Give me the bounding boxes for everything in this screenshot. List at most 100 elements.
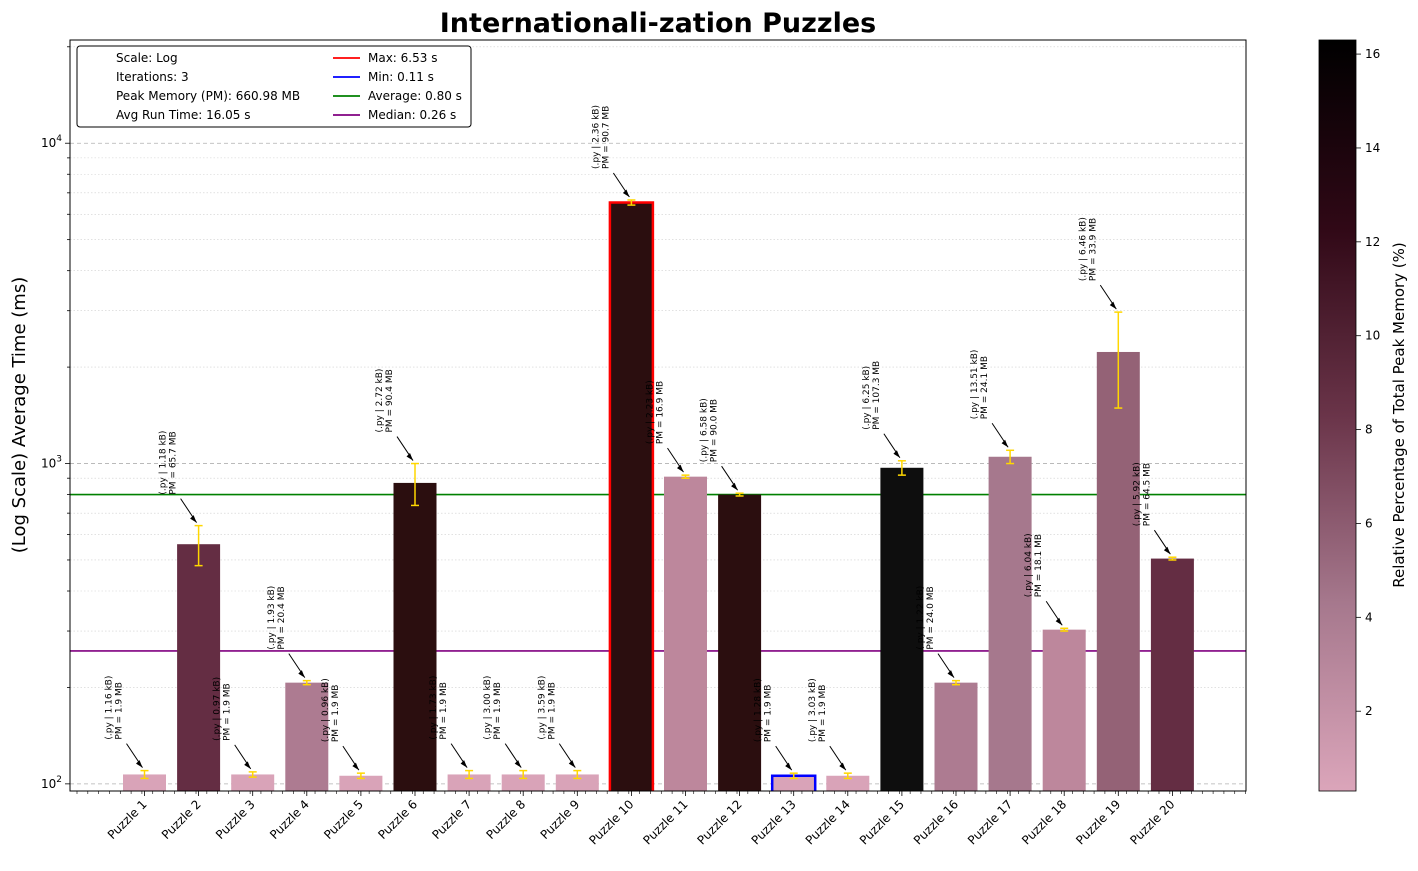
annotation-line-1: (.py | 6.58 kB) xyxy=(700,398,710,462)
bar xyxy=(664,476,707,791)
y-axis-label: (Log Scale) Average Time (ms) xyxy=(9,277,30,553)
annotation-line-2: PM = 90.0 MB xyxy=(710,399,720,462)
annotation-label: (.py | 5.92 kB)PM = 64.5 MB xyxy=(1132,462,1152,526)
plot-frame xyxy=(69,39,1247,792)
annotation-label: (.py | 3.59 kB)PM = 1.9 MB xyxy=(537,676,557,740)
annotation-arrowhead xyxy=(893,450,900,458)
bar xyxy=(501,774,545,791)
annotation-label: (.py | 2.36 kB)PM = 90.7 MB xyxy=(591,105,611,169)
annotation-label: (.py | 6.58 kB)PM = 90.0 MB xyxy=(700,398,720,462)
x-tick-label: Puzzle 6 xyxy=(375,797,420,842)
legend-line-entry: Min: 0.11 s xyxy=(368,70,434,84)
bar xyxy=(880,467,924,791)
annotation-line-2: PM = 90.7 MB xyxy=(601,106,611,169)
y-tick-exponent: 2 xyxy=(56,775,62,785)
annotation-line-1: (.py | 1.28 kB) xyxy=(754,678,764,742)
bar xyxy=(826,775,870,791)
colorbar-gradient xyxy=(1318,39,1357,792)
bar xyxy=(1096,351,1140,791)
annotation-label: (.py | 2.23 kB)PM = 16.9 MB xyxy=(646,380,666,444)
y-tick-label: 103 xyxy=(41,455,62,471)
x-tick-label: Puzzle 16 xyxy=(911,797,961,847)
annotation-line-2: PM = 1.9 MB xyxy=(331,685,341,743)
annotation-label: (.py | 13.51 kB)PM = 24.1 MB xyxy=(970,350,990,420)
annotation-label: (.py | 3.00 kB)PM = 1.9 MB xyxy=(483,676,503,740)
bar xyxy=(1042,629,1086,791)
y-tick-label: 102 xyxy=(41,775,62,791)
annotation-line-2: PM = 1.9 MB xyxy=(493,682,503,740)
bar xyxy=(123,774,166,791)
annotation-label: (.py | 1.73 kB)PM = 1.9 MB xyxy=(429,676,449,740)
colorbar-tick-label: 14 xyxy=(1365,141,1380,155)
bar xyxy=(1150,558,1194,791)
annotation-label: (.py | 6.46 kB)PM = 33.9 MB xyxy=(1078,217,1098,281)
x-tick-label: Puzzle 4 xyxy=(267,797,312,842)
bar xyxy=(718,494,762,791)
y-tick-exponent: 3 xyxy=(56,455,62,465)
colorbar-label: Relative Percentage of Total Peak Memory… xyxy=(1390,242,1408,588)
annotation-arrowhead xyxy=(244,761,251,769)
annotation-arrowhead xyxy=(622,189,630,197)
annotation-label: (.py | 1.16 kB)PM = 1.9 MB xyxy=(105,676,125,740)
annotation-line-2: PM = 64.5 MB xyxy=(1142,463,1152,526)
annotation-arrowhead xyxy=(352,762,359,771)
annotation-arrowhead xyxy=(947,670,954,678)
y-tick-exponent: 4 xyxy=(56,134,62,144)
annotation-arrowhead xyxy=(406,453,413,461)
x-tick-label: Puzzle 8 xyxy=(483,797,528,842)
annotation-label: (.py | 1.93 kB)PM = 20.4 MB xyxy=(267,586,287,650)
annotation-arrowhead xyxy=(460,760,468,768)
bar xyxy=(177,544,221,791)
colorbar-tick-label: 8 xyxy=(1365,423,1373,437)
legend-box xyxy=(76,45,472,128)
x-tick-label: Puzzle 1 xyxy=(105,797,150,842)
annotation-label: (.py | 1.18 kB)PM = 65.7 MB xyxy=(159,431,179,495)
annotation-label: (.py | 6.25 kB)PM = 107.3 MB xyxy=(862,361,882,430)
bar xyxy=(555,774,599,791)
annotation-line-2: PM = 1.9 MB xyxy=(223,683,233,741)
annotation-arrowhead xyxy=(731,482,738,491)
annotation-line-2: PM = 33.9 MB xyxy=(1088,218,1098,281)
annotation-arrowhead xyxy=(677,464,684,473)
annotation-label: (.py | 0.96 kB)PM = 1.9 MB xyxy=(321,678,341,742)
annotation-line-1: (.py | 2.23 kB) xyxy=(646,380,656,444)
annotation-line-2: PM = 1.9 MB xyxy=(547,682,557,740)
annotation-arrowhead xyxy=(785,762,792,771)
y-tick-base: 10 xyxy=(41,457,56,471)
annotation-line-1: (.py | 0.97 kB) xyxy=(213,677,223,741)
annotation-line-2: PM = 16.9 MB xyxy=(656,381,666,444)
annotation-arrowhead xyxy=(298,670,305,678)
annotation-line-1: (.py | 5.92 kB) xyxy=(1132,462,1142,526)
legend-info-entry: Scale: Log xyxy=(116,51,178,65)
annotation-line-2: PM = 24.0 MB xyxy=(926,586,936,649)
annotation-arrowhead xyxy=(839,762,846,771)
y-tick-base: 10 xyxy=(41,136,56,150)
bar xyxy=(447,774,491,791)
annotation-line-2: PM = 1.9 MB xyxy=(764,685,774,743)
annotation-label: (.py | 2.72 kB)PM = 90.4 MB xyxy=(375,369,395,433)
bar xyxy=(988,456,1032,791)
bar xyxy=(231,774,275,791)
annotation-line-1: (.py | 1.16 kB) xyxy=(105,676,115,740)
y-tick-label: 104 xyxy=(41,134,62,150)
colorbar-tick-label: 4 xyxy=(1365,610,1373,624)
annotation-line-2: PM = 1.9 MB xyxy=(818,685,828,743)
error-bars xyxy=(140,199,1177,780)
x-tick-label: Puzzle 20 xyxy=(1127,797,1177,847)
annotation-line-2: PM = 65.7 MB xyxy=(169,431,179,494)
x-tick-label: Puzzle 17 xyxy=(965,797,1015,847)
annotation-arrowhead xyxy=(514,760,522,768)
colorbar-tick-label: 12 xyxy=(1365,235,1380,249)
x-tick-label: Puzzle 13 xyxy=(749,797,799,847)
bar xyxy=(285,682,329,791)
annotation-line-1: (.py | 1.18 kB) xyxy=(159,431,169,495)
annotation-line-2: PM = 90.4 MB xyxy=(385,369,395,432)
annotation-line-2: PM = 1.9 MB xyxy=(439,682,449,740)
reference-lines xyxy=(70,493,1246,652)
colorbar-tick-label: 6 xyxy=(1365,516,1373,530)
annotation-line-2: PM = 18.1 MB xyxy=(1034,534,1044,597)
annotation-arrowhead xyxy=(1055,617,1063,626)
annotation-line-1: (.py | 3.59 kB) xyxy=(537,676,547,740)
